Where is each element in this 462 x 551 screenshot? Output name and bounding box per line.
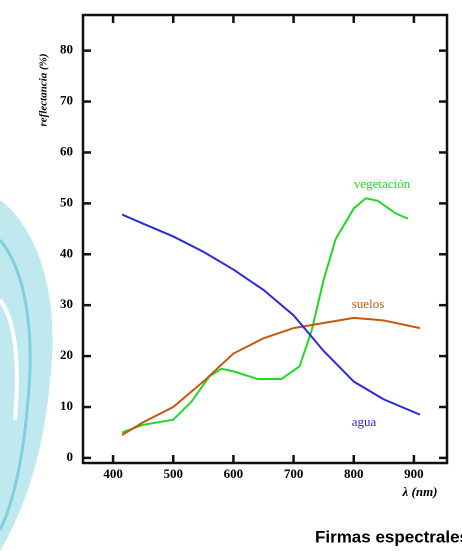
- chart: Firmas espectrales λ (nm) reflectancia (…: [0, 0, 462, 551]
- x-tick-label: 400: [103, 466, 123, 481]
- x-tick-label: 600: [224, 466, 244, 481]
- series-label: suelos: [352, 296, 385, 311]
- y-tick-label: 80: [60, 42, 73, 57]
- y-tick-label: 60: [60, 143, 73, 158]
- y-tick-label: 40: [60, 245, 73, 260]
- y-tick-label: 30: [60, 296, 73, 311]
- x-tick-label: 900: [404, 466, 424, 481]
- series-label: vegetación: [354, 176, 411, 191]
- x-axis-label: λ (nm): [401, 484, 437, 499]
- plot-frame: [83, 15, 447, 463]
- y-axis-label: reflectancia (%): [38, 54, 50, 127]
- series-line: [122, 215, 420, 415]
- y-tick-label: 0: [67, 449, 74, 464]
- decoration: [0, 200, 53, 551]
- x-tick-label: 800: [344, 466, 364, 481]
- y-tick-label: 10: [60, 398, 73, 413]
- x-tick-label: 500: [163, 466, 183, 481]
- x-tick-label: 700: [284, 466, 304, 481]
- chart-title: Firmas espectrales: [315, 527, 462, 546]
- y-tick-label: 20: [60, 347, 73, 362]
- y-tick-label: 50: [60, 194, 73, 209]
- y-tick-label: 70: [60, 93, 73, 108]
- series-label: agua: [352, 414, 377, 429]
